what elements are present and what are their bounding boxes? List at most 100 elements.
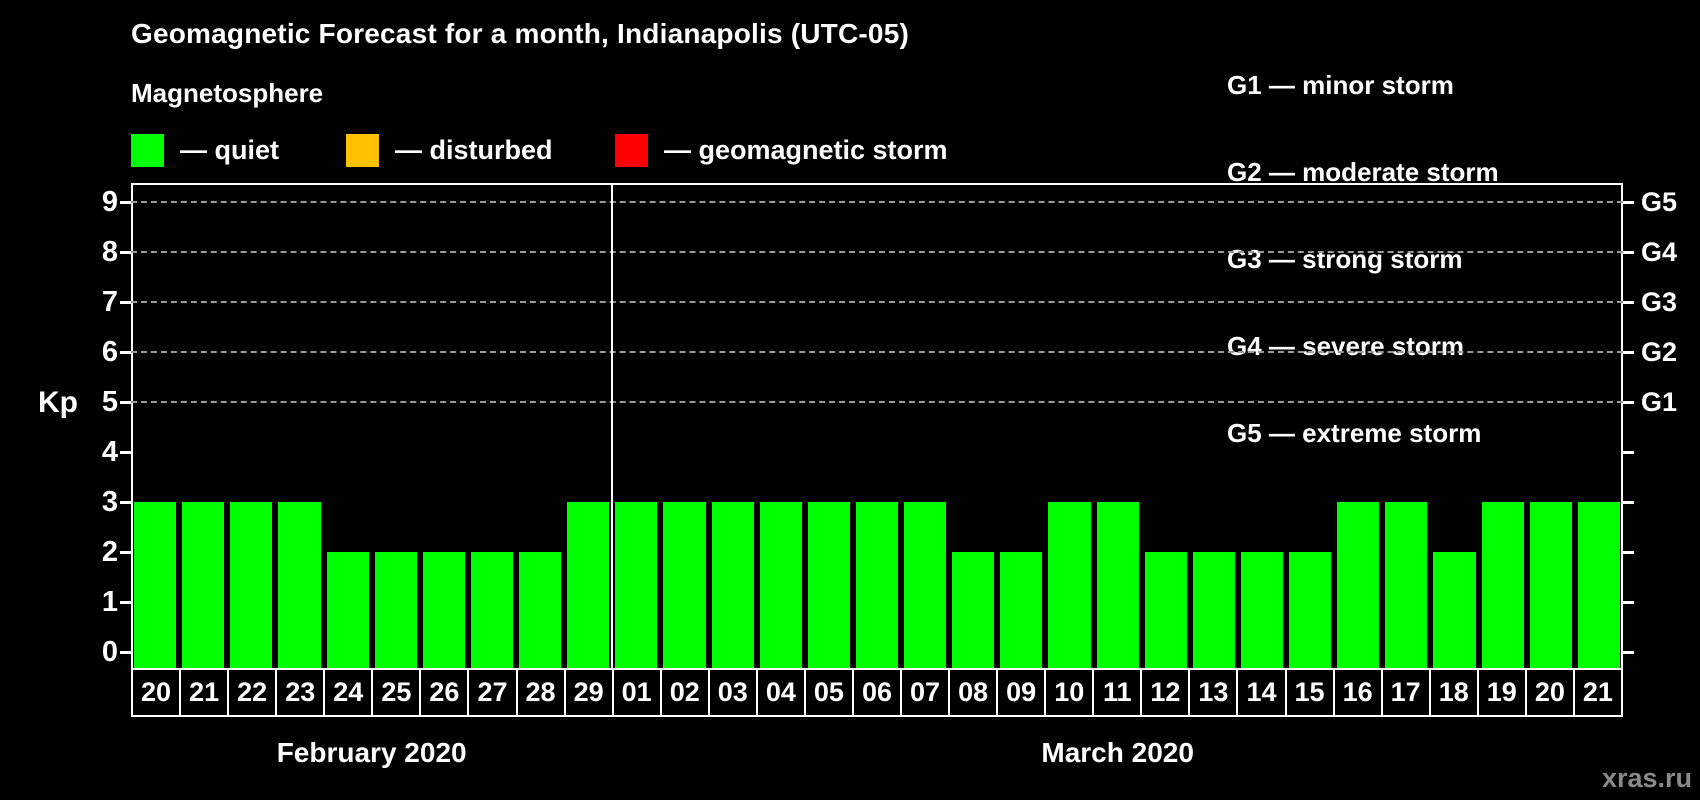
month-label-march: March 2020 bbox=[1041, 737, 1194, 768]
date-cell: 09 bbox=[996, 670, 1044, 715]
y-axis-tick bbox=[120, 401, 131, 404]
month-separator bbox=[611, 183, 614, 670]
gridline bbox=[131, 251, 1623, 253]
kp-bar bbox=[615, 502, 658, 668]
date-axis-row: 20 21 22 23 24 25 26 27 28 29 01 02 03 04 05 06 07 08 09 10… bbox=[131, 668, 1623, 717]
kp-bar bbox=[374, 552, 417, 668]
y-axis-tick bbox=[1623, 651, 1634, 654]
disturbed-color-swatch bbox=[346, 133, 379, 167]
date-cell: 14 bbox=[1236, 670, 1284, 715]
y-tick-label: 6 bbox=[101, 336, 118, 368]
date-cell: 19 bbox=[1476, 670, 1525, 715]
g-level-label: G5 bbox=[1641, 187, 1678, 217]
y-axis-tick bbox=[120, 201, 131, 204]
kp-bar bbox=[855, 502, 899, 668]
kp-bar bbox=[1144, 552, 1187, 668]
kp-bar bbox=[952, 552, 995, 668]
storm-scale-g2: G2 — moderate storm bbox=[1227, 157, 1499, 187]
magnetosphere-label: Magnetosphere bbox=[131, 78, 324, 108]
date-cell: 20 bbox=[141, 677, 172, 707]
gridline bbox=[131, 201, 1623, 203]
storm-scale-g1: G1 — minor storm bbox=[1227, 70, 1454, 100]
y-tick-label: 5 bbox=[101, 386, 118, 418]
kp-bar bbox=[326, 552, 369, 668]
y-axis-tick bbox=[120, 251, 131, 254]
kp-bar bbox=[904, 502, 947, 668]
legend-item-quiet: — quiet bbox=[131, 133, 279, 167]
date-cell: 25 bbox=[371, 670, 419, 715]
legend-item-disturbed: — disturbed bbox=[346, 133, 553, 167]
storm-scale-legend: G1 — minor storm G2 — moderate storm G3 … bbox=[1227, 13, 1499, 477]
y-axis-tick bbox=[1623, 301, 1634, 304]
kp-bar bbox=[1192, 552, 1235, 668]
kp-bar bbox=[663, 502, 706, 668]
date-cell: 01 bbox=[611, 670, 660, 715]
y-tick-label: 3 bbox=[101, 486, 118, 518]
date-cell: 05 bbox=[803, 670, 852, 715]
kp-bar bbox=[807, 502, 850, 668]
kp-bar bbox=[711, 502, 754, 668]
y-axis-tick bbox=[120, 451, 131, 454]
y-axis-tick bbox=[120, 601, 131, 604]
y-tick-label: 7 bbox=[101, 286, 118, 318]
g-level-label: G2 bbox=[1641, 337, 1678, 367]
date-cell: 16 bbox=[1332, 670, 1381, 715]
kp-bar bbox=[470, 552, 514, 668]
kp-bar bbox=[1433, 552, 1476, 668]
kp-bar bbox=[759, 502, 802, 668]
y-axis-tick bbox=[1623, 551, 1634, 554]
g-level-label: G3 bbox=[1641, 287, 1678, 317]
kp-bar bbox=[1529, 502, 1572, 668]
date-cell: 23 bbox=[275, 670, 323, 715]
kp-bar bbox=[182, 502, 225, 668]
date-cell: 11 bbox=[1092, 670, 1140, 715]
kp-bar bbox=[1000, 552, 1043, 668]
date-cell: 07 bbox=[900, 670, 948, 715]
date-cell: 29 bbox=[563, 670, 612, 715]
kp-bar bbox=[230, 502, 273, 668]
storm-color-swatch bbox=[615, 133, 648, 167]
page-title: Geomagnetic Forecast for a month, Indian… bbox=[131, 18, 909, 49]
y-axis-tick bbox=[1623, 601, 1634, 604]
quiet-color-swatch bbox=[131, 133, 164, 167]
kp-bar bbox=[278, 502, 321, 668]
date-cell: 18 bbox=[1428, 670, 1477, 715]
date-cell: 20 bbox=[1524, 670, 1573, 715]
y-axis-tick bbox=[120, 551, 131, 554]
y-axis-tick bbox=[120, 351, 131, 354]
date-cell: 06 bbox=[851, 670, 900, 715]
kp-bar bbox=[1240, 552, 1284, 668]
y-tick-label: 4 bbox=[101, 436, 118, 468]
y-axis-tick bbox=[120, 651, 131, 654]
y-axis-tick bbox=[120, 501, 131, 504]
kp-bar bbox=[567, 502, 610, 668]
y-axis-tick bbox=[1623, 251, 1634, 254]
gridline bbox=[131, 301, 1623, 303]
storm-scale-g5: G5 — extreme storm bbox=[1227, 418, 1482, 448]
y-tick-label: 8 bbox=[101, 236, 118, 268]
date-cell: 02 bbox=[659, 670, 708, 715]
g-level-label: G1 bbox=[1641, 387, 1678, 417]
date-cell: 13 bbox=[1188, 670, 1236, 715]
y-axis-tick bbox=[1623, 401, 1634, 404]
g-level-label: G4 bbox=[1641, 237, 1678, 267]
legend-label-disturbed: — disturbed bbox=[395, 134, 553, 165]
date-cell: 27 bbox=[467, 670, 515, 715]
kp-bar bbox=[519, 552, 562, 668]
legend-label-quiet: — quiet bbox=[180, 134, 279, 165]
y-tick-label: 2 bbox=[101, 536, 118, 568]
kp-bar bbox=[1337, 502, 1380, 668]
date-cell: 03 bbox=[707, 670, 756, 715]
y-tick-label: 9 bbox=[101, 186, 118, 218]
gridline bbox=[131, 351, 1623, 353]
date-cell: 08 bbox=[948, 670, 996, 715]
y-axis-tick bbox=[1623, 351, 1634, 354]
date-cell: 15 bbox=[1284, 670, 1333, 715]
date-cell: 17 bbox=[1380, 670, 1429, 715]
storm-scale-g3: G3 — strong storm bbox=[1227, 244, 1463, 274]
date-cell: 21 bbox=[179, 670, 227, 715]
date-cell: 28 bbox=[515, 670, 564, 715]
y-axis-tick bbox=[1623, 501, 1634, 504]
date-cell: 12 bbox=[1140, 670, 1188, 715]
date-cell: 04 bbox=[755, 670, 804, 715]
